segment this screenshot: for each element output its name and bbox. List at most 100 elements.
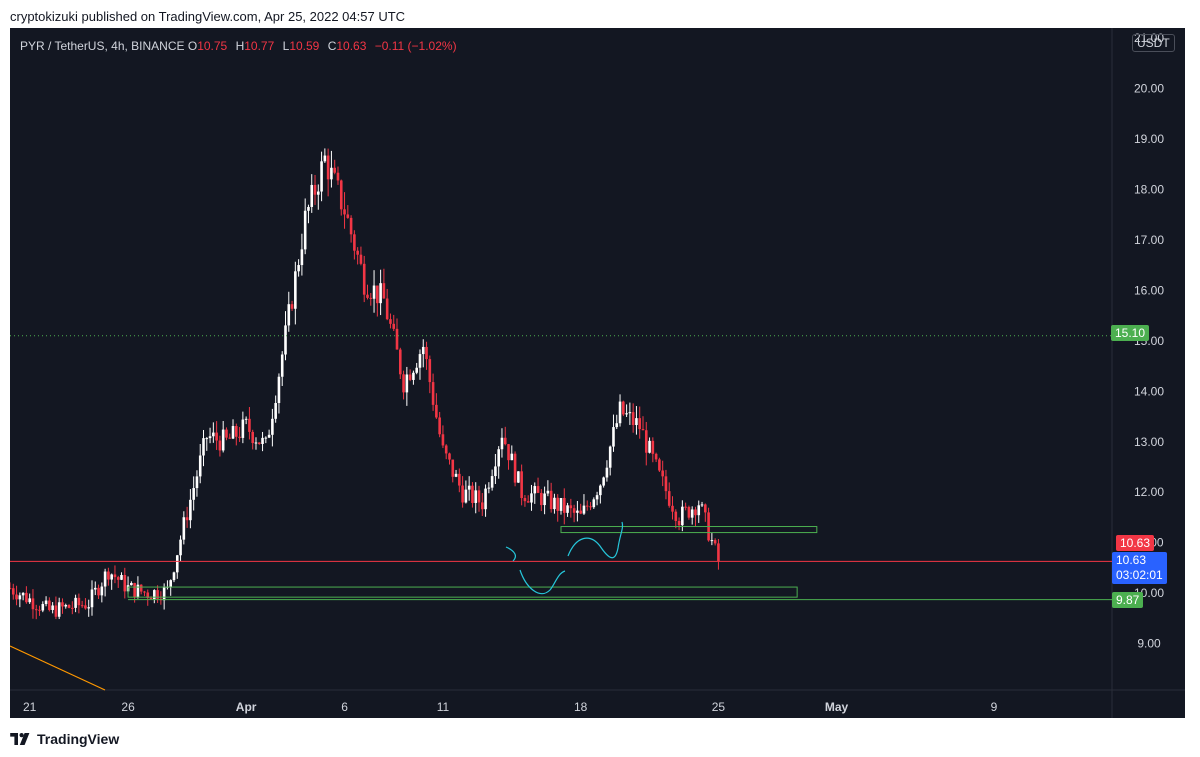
candle-body [451, 459, 455, 477]
candlestick-chart[interactable]: 9.0010.0011.0012.0013.0014.0015.0016.001… [10, 28, 1185, 718]
candle-body [64, 604, 68, 607]
candle-body [441, 434, 445, 446]
candle-body [254, 442, 258, 444]
candle-body [595, 495, 599, 500]
candle-body [103, 571, 107, 587]
candle-body [464, 489, 468, 503]
candle-body [497, 449, 500, 467]
candle-body [146, 592, 150, 598]
candle-body [241, 419, 245, 438]
candle-body [107, 571, 110, 580]
candle-body [612, 427, 615, 447]
candle-body [418, 354, 422, 368]
candle-body [323, 155, 327, 162]
candle-body [67, 604, 71, 608]
candle-body [343, 209, 346, 215]
candle-body [326, 155, 330, 180]
price-axis-label: 19.00 [1134, 132, 1164, 146]
candle-body [385, 298, 389, 320]
candle-body [576, 510, 579, 513]
candle-body [592, 499, 596, 508]
candle-body [579, 510, 582, 514]
candle-body [205, 438, 209, 440]
candle-body [336, 172, 340, 181]
candle-body [25, 592, 28, 603]
candle-body [61, 602, 64, 607]
candle-body [684, 506, 687, 508]
candle-body [494, 466, 497, 477]
support-zone [127, 586, 798, 598]
candle-body [503, 437, 507, 445]
candle-body [57, 602, 61, 617]
candle-body [454, 473, 458, 477]
price-axis-label: 18.00 [1134, 182, 1164, 196]
candle-body [480, 502, 484, 510]
candle-body [687, 506, 691, 518]
candle-body [369, 297, 373, 299]
footer-brand[interactable]: TradingView [37, 731, 120, 747]
candle-body [444, 445, 448, 454]
candle-body [677, 520, 681, 526]
candle-body [48, 600, 51, 610]
candle-body [389, 319, 392, 324]
candle-body [149, 597, 153, 600]
candle-body [294, 271, 297, 309]
candle-body [313, 184, 317, 195]
currency-badge[interactable]: USDT [1132, 34, 1175, 52]
candle-body [261, 437, 264, 444]
candle-body [648, 440, 651, 453]
low-value: 10.59 [289, 39, 320, 53]
candle-body [631, 412, 635, 426]
candle-body [110, 574, 113, 580]
candle-body [123, 574, 127, 592]
candle-body [484, 488, 487, 510]
candle-body [448, 453, 451, 460]
price-axis-label: 16.00 [1134, 283, 1164, 297]
open-label: O [187, 39, 198, 53]
candle-body [156, 590, 159, 599]
candle-body [510, 453, 514, 461]
candle-body [530, 493, 533, 503]
candle-body [412, 372, 415, 380]
chart-panel[interactable]: 9.0010.0011.0012.0013.0014.0015.0016.001… [10, 28, 1185, 718]
footer: TradingView [10, 731, 119, 747]
symbol-info: PYR / TetherUS, 4h, BINANCE [20, 39, 185, 53]
candle-body [18, 595, 22, 600]
candle-body [44, 600, 48, 605]
candle-body [513, 453, 517, 483]
candle-body [339, 180, 343, 210]
candle-body [700, 504, 704, 506]
bar-countdown: 03:02:01 [1116, 568, 1163, 582]
candle-body [569, 505, 573, 509]
candle-body [169, 580, 173, 587]
candle-body [392, 323, 396, 329]
candle-body [97, 587, 100, 596]
candle-body [500, 437, 504, 450]
candle-body [228, 437, 232, 439]
candle-body [212, 432, 215, 437]
candle-body [116, 577, 120, 580]
open-value: 10.75 [197, 39, 228, 53]
candle-body [589, 506, 592, 508]
candle-body [195, 476, 199, 489]
candle-body [300, 249, 304, 266]
candle-body [41, 604, 45, 611]
candle-body [644, 430, 648, 453]
candle-body [540, 492, 543, 506]
candle-body [674, 511, 678, 521]
candle-body [172, 572, 176, 581]
candle-body [349, 217, 353, 235]
candle-body [536, 486, 540, 493]
candle-body [267, 434, 271, 438]
level-price-tag: 15.10 [1111, 325, 1150, 341]
candle-body [77, 597, 81, 606]
candle-body [208, 436, 212, 439]
candle-body [133, 582, 136, 598]
price-axis-label: 17.00 [1134, 233, 1164, 247]
close-value: 10.63 [336, 39, 367, 53]
candle-body [704, 504, 707, 513]
candle-body [80, 605, 84, 607]
tradingview-logo-icon [10, 733, 30, 745]
candle-body [372, 285, 376, 299]
candle-body [658, 459, 661, 471]
